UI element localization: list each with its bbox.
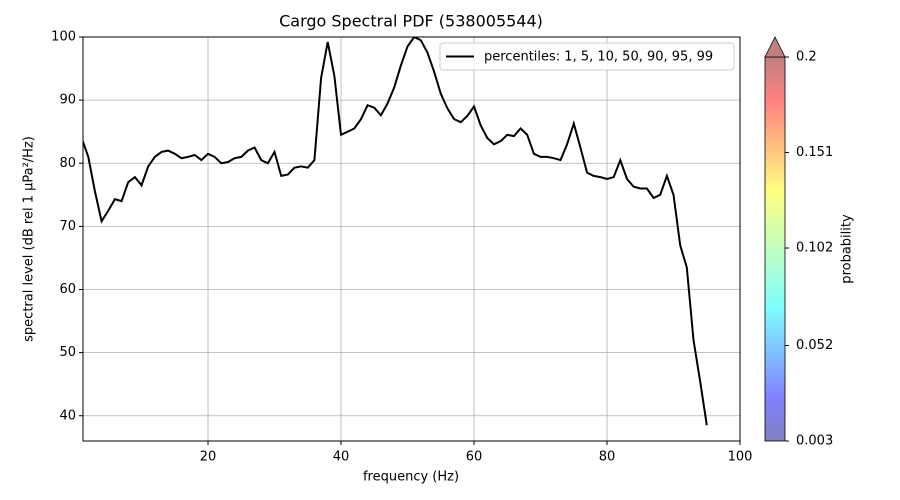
y-axis-label: spectral level (dB rel 1 µPa²/Hz) [22,136,37,342]
x-axis-label: frequency (Hz) [363,470,459,485]
legend: percentiles: 1, 5, 10, 50, 90, 95, 99 [439,42,735,71]
colorbar-tick-label: 0.003 [796,434,833,449]
x-tick-label: 20 [200,450,217,465]
x-tick-label: 100 [728,450,753,465]
colorbar-tick-label: 0.151 [796,145,833,160]
legend-box [439,42,735,71]
chart-title: Cargo Spectral PDF (538005544) [279,12,543,31]
legend-label: percentiles: 1, 5, 10, 50, 90, 95, 99 [484,50,713,65]
colorbar-tick-label: 0.102 [796,241,833,256]
x-tick-label: 80 [599,450,616,465]
x-tick-label: 40 [333,450,350,465]
plot-frame [82,36,741,442]
y-tick-label: 70 [59,219,76,234]
y-tick-label: 90 [59,93,76,108]
colorbar-tick-label: 0.2 [796,50,817,65]
y-tick-label: 40 [59,408,76,423]
y-tick-label: 100 [51,30,76,45]
data-line [83,37,708,426]
y-tick-label: 50 [59,345,76,360]
colorbar-extend [764,36,786,58]
y-tick-label: 60 [59,282,76,297]
colorbar-tick-label: 0.052 [796,338,833,353]
x-tick-label: 60 [466,450,483,465]
colorbar [764,56,786,442]
colorbar-label: probability [840,214,855,284]
y-tick-label: 80 [59,156,76,171]
